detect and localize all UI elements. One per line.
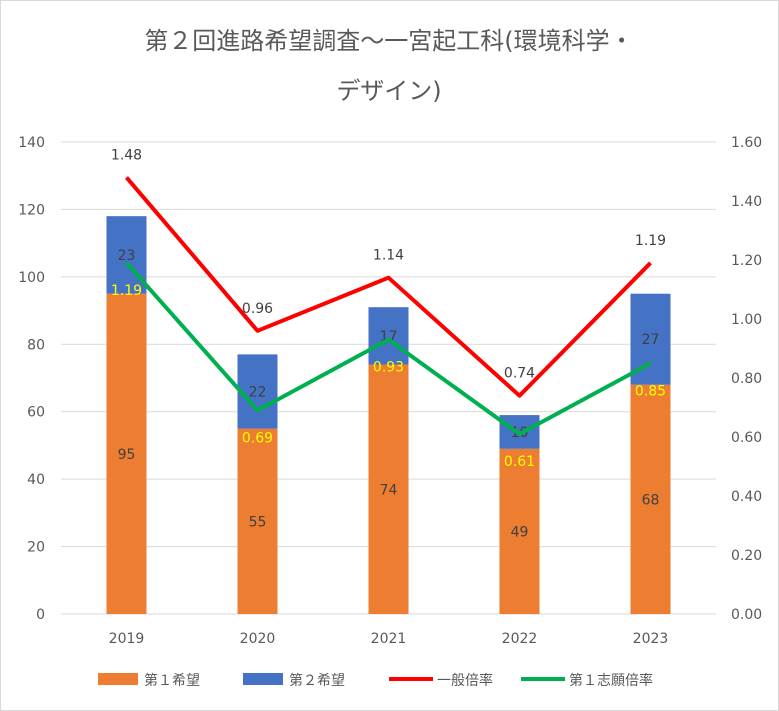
y-left-tick: 120	[18, 202, 45, 218]
legend-label: 第２希望	[289, 672, 345, 689]
bar-label-first: 95	[118, 447, 136, 463]
y-left-tick: 40	[27, 472, 45, 488]
line-label-first-choice: 0.69	[242, 430, 273, 446]
line-label-first-choice: 0.85	[635, 383, 666, 399]
line-label-first-choice: 0.93	[373, 360, 404, 376]
bar-label-first: 74	[380, 482, 398, 498]
bar-label-second: 22	[249, 384, 267, 400]
legend-label: 一般倍率	[437, 672, 493, 689]
x-tick: 2022	[502, 631, 538, 647]
bar-first-choice	[630, 384, 671, 614]
line-label-general: 1.48	[111, 147, 142, 163]
line-label-first-choice: 1.19	[111, 283, 142, 299]
legend-label: 第１志願倍率	[569, 672, 653, 689]
bar-second-choice	[237, 354, 278, 429]
bar-label-second: 27	[642, 332, 660, 348]
y-right-tick: 1.00	[731, 312, 762, 328]
y-right-tick: 1.20	[731, 253, 762, 269]
line-label-first-choice: 0.61	[504, 454, 535, 470]
y-right-tick: 0.80	[731, 371, 762, 387]
line-label-general: 0.96	[242, 301, 273, 317]
legend-swatch	[243, 673, 283, 685]
chart-title-line1: 第２回進路希望調査～一宮起工科(環境科学・	[144, 27, 633, 55]
bar-second-choice	[368, 307, 409, 365]
bar-first-choice	[106, 293, 147, 614]
y-right-tick: 0.20	[731, 548, 762, 564]
y-left-tick: 100	[18, 270, 45, 286]
y-left-tick: 0	[36, 607, 45, 623]
bar-label-first: 55	[249, 514, 267, 530]
line-general-rate	[124, 176, 652, 398]
x-tick: 2020	[240, 631, 276, 647]
line-first-choice-rate	[125, 261, 652, 437]
legend-label: 第１希望	[144, 672, 200, 689]
bar-label-first: 49	[511, 524, 529, 540]
y-right-tick: 0.40	[731, 489, 762, 505]
y-right-tick: 0.00	[731, 607, 762, 623]
legend-swatch	[98, 673, 138, 685]
bar-first-choice	[368, 364, 409, 614]
bar-first-choice	[499, 448, 540, 614]
bar-label-first: 68	[642, 492, 660, 508]
x-tick: 2021	[371, 631, 407, 647]
y-left-tick: 140	[18, 135, 45, 151]
y-left-tick: 80	[27, 337, 45, 353]
y-left-tick: 60	[27, 405, 45, 421]
bar-first-choice	[237, 428, 278, 614]
line-label-general: 1.19	[635, 233, 666, 249]
chart-title-line2: デザイン)	[336, 77, 441, 105]
bar-label-second: 23	[118, 248, 136, 264]
y-left-tick: 20	[27, 540, 45, 556]
y-right-tick: 1.40	[731, 194, 762, 210]
x-tick: 2019	[109, 631, 145, 647]
line-label-general: 1.14	[373, 248, 404, 264]
x-tick: 2023	[633, 631, 669, 647]
y-right-tick: 0.60	[731, 430, 762, 446]
y-right-tick: 1.60	[731, 135, 762, 151]
line-label-general: 0.74	[504, 366, 535, 382]
